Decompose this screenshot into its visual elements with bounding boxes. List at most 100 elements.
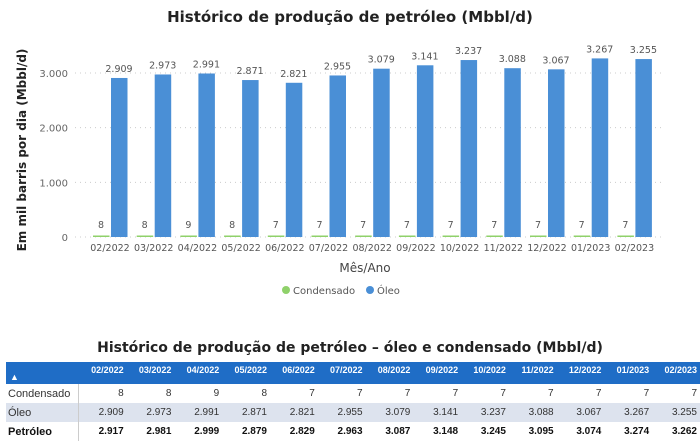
row-label: Óleo xyxy=(6,403,80,422)
table-cell: 3.067 xyxy=(556,403,605,422)
sort-icon[interactable]: ▲ xyxy=(6,362,79,384)
column-header[interactable]: 04/2022 xyxy=(174,362,223,384)
bar-oleo[interactable] xyxy=(504,68,521,237)
table-cell: 3.087 xyxy=(385,426,411,437)
table-cell: 7 xyxy=(595,388,602,399)
legend-label[interactable]: Condensado xyxy=(293,286,355,297)
data-label: 7 xyxy=(316,220,322,231)
data-label: 3.237 xyxy=(455,46,482,57)
x-tick-label: 05/2022 xyxy=(221,243,260,254)
table-cell: 3.074 xyxy=(576,426,602,437)
bar-condensado[interactable] xyxy=(573,235,591,238)
bar-condensado[interactable] xyxy=(398,235,416,238)
bar-condensado[interactable] xyxy=(442,235,460,238)
data-label: 8 xyxy=(229,220,235,231)
bar-oleo[interactable] xyxy=(285,82,303,237)
x-tick-label: 10/2022 xyxy=(440,243,479,254)
bar-condensado[interactable] xyxy=(180,235,197,238)
bar-condensado[interactable] xyxy=(530,235,547,238)
bar-oleo[interactable] xyxy=(635,59,652,238)
bar-oleo[interactable] xyxy=(242,80,259,237)
bar-oleo[interactable] xyxy=(154,74,172,237)
column-header[interactable]: 01/2023 xyxy=(604,362,653,384)
column-header[interactable]: 03/2022 xyxy=(126,362,175,384)
table-cell: 7 xyxy=(404,388,411,399)
x-tick-label: 12/2022 xyxy=(527,243,566,254)
x-tick-label: 02/2022 xyxy=(90,243,129,254)
bar-oleo[interactable] xyxy=(591,58,609,238)
data-label: 7 xyxy=(579,220,585,231)
x-tick-label: 09/2022 xyxy=(396,243,435,254)
y-tick-label: 0 xyxy=(62,233,68,244)
table-cell: 2.917 xyxy=(98,426,124,437)
column-header[interactable]: 10/2022 xyxy=(461,362,509,384)
table-cell: 2.829 xyxy=(289,426,315,437)
column-header[interactable]: 02/2022 xyxy=(78,362,127,384)
column-header[interactable]: 08/2022 xyxy=(365,362,414,384)
legend-label[interactable]: Óleo xyxy=(377,284,400,297)
table-cell: 2.909 xyxy=(78,403,127,422)
bar-condensado[interactable] xyxy=(93,235,110,238)
data-label: 3.088 xyxy=(499,54,526,65)
bar-condensado[interactable] xyxy=(617,235,634,238)
table-cell: 7 xyxy=(452,388,459,399)
table-cell: 3.245 xyxy=(480,426,506,437)
table-cell: 2.981 xyxy=(146,426,172,437)
column-header[interactable]: 06/2022 xyxy=(270,362,318,384)
bar-oleo[interactable] xyxy=(548,69,565,237)
table-cell: 3.079 xyxy=(365,403,414,422)
bar-condensado[interactable] xyxy=(136,235,154,238)
bar-condensado[interactable] xyxy=(224,235,241,238)
data-label: 2.973 xyxy=(149,60,176,71)
table-cell: 3.237 xyxy=(461,403,509,422)
bar-oleo[interactable] xyxy=(198,73,215,237)
table-row: Condensado 8 8 9 8 7 7 7 7 7 7 7 7 7 xyxy=(6,384,700,403)
table-cell: 7 xyxy=(309,388,315,399)
x-tick-label: 01/2023 xyxy=(571,243,610,254)
table-cell: 2.999 xyxy=(194,426,220,437)
bar-condensado[interactable] xyxy=(486,235,503,238)
table-cell: 9 xyxy=(213,388,220,399)
table-cell: 3.255 xyxy=(652,403,700,422)
table-cell: 2.973 xyxy=(126,403,175,422)
column-header[interactable]: 12/2022 xyxy=(556,362,605,384)
table-cell: 7 xyxy=(500,388,506,399)
bar-condensado[interactable] xyxy=(355,235,372,238)
x-tick-label: 08/2022 xyxy=(352,243,391,254)
y-tick-label: 3.000 xyxy=(39,69,68,80)
table-cell: 2.991 xyxy=(174,403,223,422)
column-header[interactable]: 07/2022 xyxy=(317,362,366,384)
table-cell: 3.148 xyxy=(433,426,459,437)
bar-condensado[interactable] xyxy=(267,235,285,238)
data-label: 7 xyxy=(491,220,497,231)
column-header[interactable]: 11/2022 xyxy=(508,362,557,384)
table-cell: 2.879 xyxy=(241,426,267,437)
bar-condensado[interactable] xyxy=(311,235,329,238)
bar-oleo[interactable] xyxy=(460,60,478,237)
data-label: 2.909 xyxy=(105,64,132,75)
data-label: 7 xyxy=(448,220,454,231)
legend-marker xyxy=(366,286,374,294)
column-header[interactable]: 02/2023 xyxy=(652,362,700,384)
table-cell: 8 xyxy=(165,388,172,399)
table-cell: 3.262 xyxy=(671,426,697,437)
bar-oleo[interactable] xyxy=(329,75,347,238)
bar-oleo[interactable] xyxy=(416,65,434,238)
column-header[interactable]: 09/2022 xyxy=(413,362,462,384)
y-axis-label: Em mil barris por dia (Mbbl/d) xyxy=(15,49,29,252)
chart-title: Histórico de produção de petróleo (Mbbl/… xyxy=(167,8,533,26)
data-label: 2.955 xyxy=(324,61,351,72)
y-tick-label: 2.000 xyxy=(39,124,68,135)
table-cell: 2.955 xyxy=(317,403,366,422)
data-label: 9 xyxy=(185,220,191,231)
table-cell: 2.821 xyxy=(270,403,318,422)
table-cell: 7 xyxy=(357,388,363,399)
bar-oleo[interactable] xyxy=(373,68,390,237)
x-tick-label: 04/2022 xyxy=(178,243,217,254)
table-cell: 8 xyxy=(261,388,267,399)
data-label: 3.079 xyxy=(368,55,395,66)
row-label: Condensado xyxy=(6,384,80,403)
table-cell: 3.088 xyxy=(508,403,557,422)
column-header[interactable]: 05/2022 xyxy=(222,362,270,384)
bar-oleo[interactable] xyxy=(111,77,128,237)
